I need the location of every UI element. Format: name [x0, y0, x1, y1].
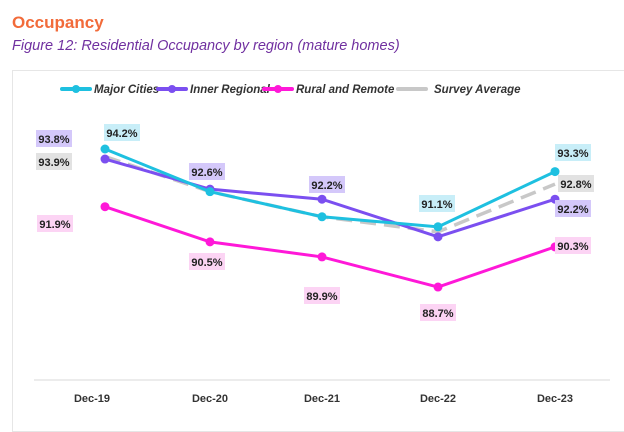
data-label-bg [36, 153, 72, 170]
data-label-bg [104, 124, 140, 141]
occupancy-line-chart: Dec-19 Dec-20 Dec-21 Dec-22 Dec-23 Major Citi… [34, 84, 610, 405]
data-label: 91.9% [39, 219, 70, 231]
figure-caption: Figure 12: Residential Occupancy by regi… [12, 38, 400, 54]
data-point [317, 252, 327, 262]
legend-label: Major Cities [94, 84, 159, 96]
legend-marker [72, 85, 80, 93]
data-label: 89.9% [306, 291, 337, 303]
data-label: 93.9% [38, 157, 69, 169]
legend-label: Inner Regional [190, 84, 271, 96]
data-label: 88.7% [422, 308, 453, 320]
data-point [317, 212, 327, 222]
data-label: 92.2% [557, 204, 588, 216]
data-label: 93.8% [38, 134, 69, 146]
data-label-bg [37, 215, 73, 232]
data-label-bg [189, 163, 225, 180]
data-label: 94.2% [106, 128, 137, 140]
data-label-bg [558, 175, 594, 192]
data-label: 90.3% [557, 241, 588, 253]
data-label-bg [36, 130, 72, 147]
legend-marker [274, 85, 282, 93]
data-label-bg [304, 287, 340, 304]
data-point [317, 194, 327, 204]
data-label: 92.6% [191, 167, 222, 179]
series-line-inner-regional [104, 157, 556, 239]
data-label-bg [420, 304, 456, 321]
legend-marker [168, 85, 176, 93]
data-label-bg [555, 237, 591, 254]
data-label-bg [309, 176, 345, 193]
x-tick-label: Dec-22 [420, 393, 456, 405]
x-tick-label: Dec-20 [192, 393, 228, 405]
data-point [100, 154, 110, 164]
data-point [433, 232, 443, 242]
data-label: 93.3% [557, 148, 588, 160]
data-label: 90.5% [191, 257, 222, 269]
data-point [205, 187, 215, 197]
data-label: 92.8% [560, 179, 591, 191]
data-label-bg [555, 200, 591, 217]
data-label-bg [419, 195, 455, 212]
data-point [433, 222, 443, 232]
legend-label: Survey Average [434, 84, 521, 96]
data-point [100, 144, 110, 154]
legend-label: Rural and Remote [296, 84, 395, 96]
data-point [433, 282, 443, 292]
data-point [205, 237, 215, 247]
data-label: 91.1% [421, 199, 452, 211]
x-tick-label: Dec-19 [74, 393, 110, 405]
data-label-bg [189, 253, 225, 270]
data-label: 92.2% [311, 180, 342, 192]
data-label-bg [555, 144, 591, 161]
section-heading: Occupancy [12, 13, 104, 32]
data-point [550, 167, 560, 177]
data-point [100, 202, 110, 212]
x-tick-label: Dec-21 [304, 393, 340, 405]
x-tick-label: Dec-23 [537, 393, 573, 405]
